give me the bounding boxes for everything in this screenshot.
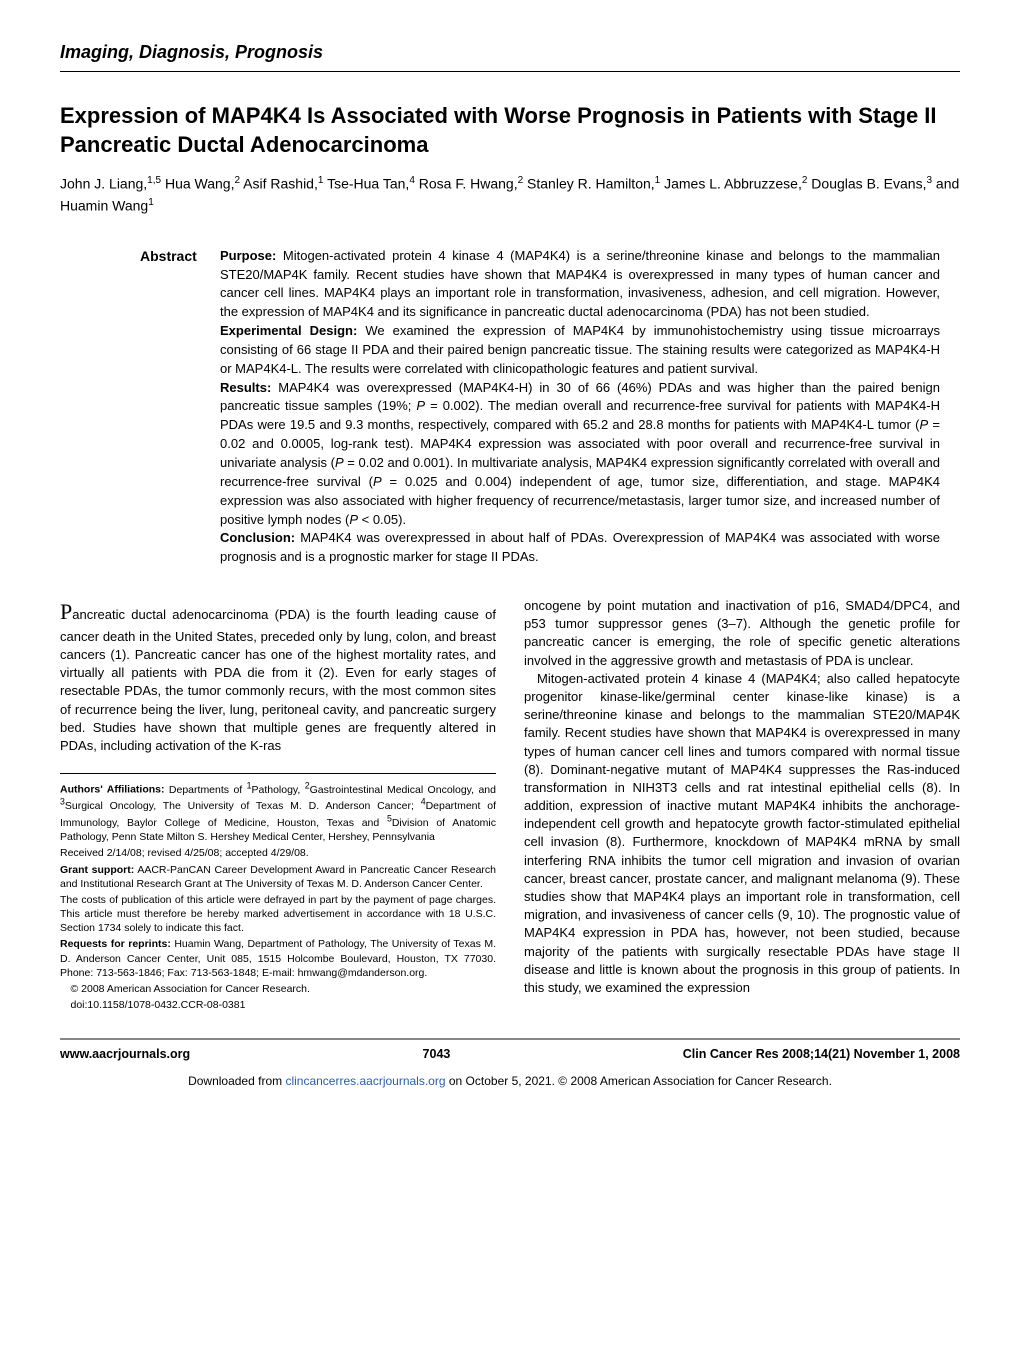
authors-line: John J. Liang,1,5 Hua Wang,2 Asif Rashid… bbox=[60, 173, 960, 216]
left-column: Pancreatic ductal adenocarcinoma (PDA) i… bbox=[60, 597, 496, 1014]
fn-grant-label: Grant support: bbox=[60, 864, 134, 876]
body-right-p1: oncogene by point mutation and inactivat… bbox=[524, 597, 960, 670]
fn-reprints-label: Requests for reprints: bbox=[60, 938, 171, 950]
footer-left: www.aacrjournals.org bbox=[60, 1046, 190, 1064]
body-columns: Pancreatic ductal adenocarcinoma (PDA) i… bbox=[60, 597, 960, 1014]
download-link[interactable]: clincancerres.aacrjournals.org bbox=[285, 1074, 445, 1088]
page-footer: www.aacrjournals.org 7043 Clin Cancer Re… bbox=[60, 1038, 960, 1064]
abstract-results: MAP4K4 was overexpressed (MAP4K4-H) in 3… bbox=[220, 380, 940, 527]
footer-page-number: 7043 bbox=[423, 1046, 451, 1064]
abstract-text: Purpose: Mitogen-activated protein 4 kin… bbox=[220, 247, 940, 567]
download-prefix: Downloaded from bbox=[188, 1074, 285, 1088]
abstract-exp-label: Experimental Design: bbox=[220, 323, 357, 338]
fn-copyright: © 2008 American Association for Cancer R… bbox=[60, 982, 496, 996]
right-column: oncogene by point mutation and inactivat… bbox=[524, 597, 960, 1014]
section-header: Imaging, Diagnosis, Prognosis bbox=[60, 40, 960, 72]
fn-doi: doi:10.1158/1078-0432.CCR-08-0381 bbox=[60, 998, 496, 1012]
article-title: Expression of MAP4K4 Is Associated with … bbox=[60, 102, 960, 159]
abstract-label: Abstract bbox=[140, 247, 220, 567]
abstract-purpose-label: Purpose: bbox=[220, 248, 276, 263]
footnotes-block: Authors' Affiliations: Departments of 1P… bbox=[60, 773, 496, 1012]
fn-affil-label: Authors' Affiliations: bbox=[60, 784, 165, 796]
abstract-conclusion-label: Conclusion: bbox=[220, 530, 295, 545]
fn-costs: The costs of publication of this article… bbox=[60, 893, 496, 936]
abstract-conclusion: MAP4K4 was overexpressed in about half o… bbox=[220, 530, 940, 564]
abstract-purpose: Mitogen-activated protein 4 kinase 4 (MA… bbox=[220, 248, 940, 320]
fn-received: Received 2/14/08; revised 4/25/08; accep… bbox=[60, 846, 496, 860]
body-right-p2: Mitogen-activated protein 4 kinase 4 (MA… bbox=[524, 670, 960, 997]
download-suffix: on October 5, 2021. © 2008 American Asso… bbox=[446, 1074, 832, 1088]
download-note: Downloaded from clincancerres.aacrjourna… bbox=[60, 1074, 960, 1090]
abstract-results-label: Results: bbox=[220, 380, 271, 395]
footer-right: Clin Cancer Res 2008;14(21) November 1, … bbox=[683, 1046, 960, 1064]
body-left-p1: Pancreatic ductal adenocarcinoma (PDA) i… bbox=[60, 597, 496, 755]
abstract-block: Abstract Purpose: Mitogen-activated prot… bbox=[60, 247, 960, 567]
